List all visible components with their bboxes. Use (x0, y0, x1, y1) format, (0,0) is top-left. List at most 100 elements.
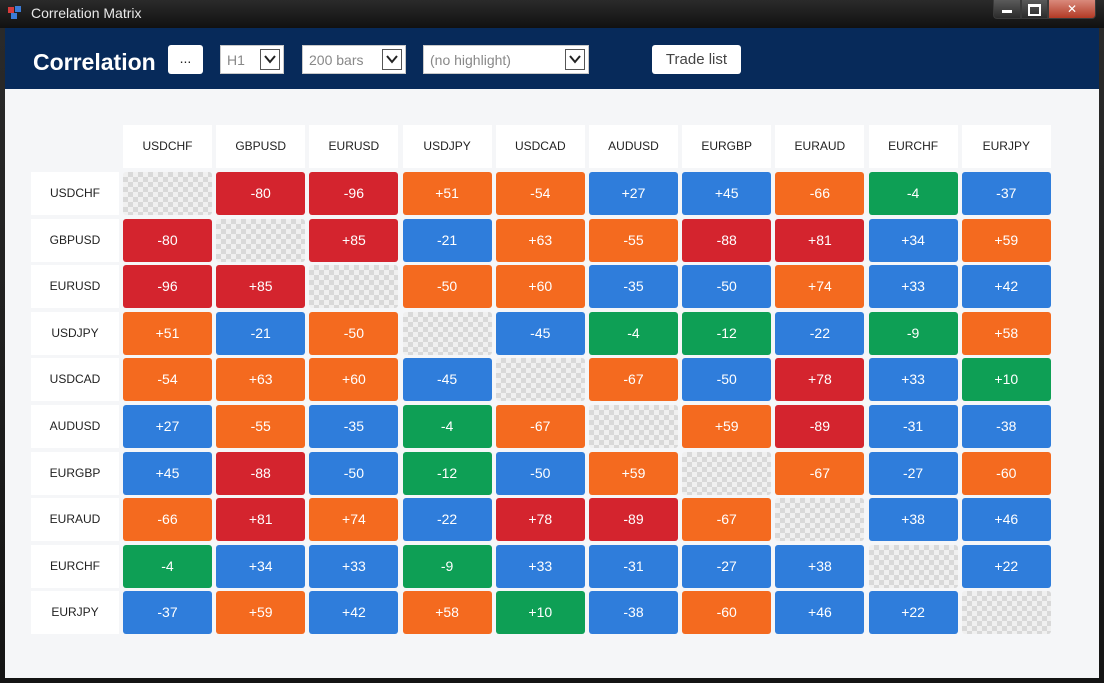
correlation-cell[interactable]: -66 (123, 498, 212, 542)
timeframe-select[interactable]: H1 (220, 45, 284, 74)
correlation-cell[interactable]: +22 (961, 544, 1051, 588)
correlation-cell[interactable]: +58 (402, 591, 492, 635)
correlation-cell[interactable]: -88 (216, 451, 306, 495)
maximize-button[interactable] (1021, 0, 1048, 19)
correlation-cell[interactable]: -27 (682, 544, 772, 588)
correlation-cell[interactable]: -66 (775, 172, 865, 215)
correlation-cell[interactable]: -67 (775, 451, 865, 495)
correlation-cell[interactable]: -60 (682, 591, 772, 635)
correlation-cell[interactable]: +34 (868, 218, 958, 262)
correlation-cell[interactable]: -50 (309, 311, 399, 355)
correlation-cell[interactable]: +78 (775, 358, 865, 402)
correlation-cell[interactable]: -50 (402, 265, 492, 309)
correlation-cell[interactable]: -21 (216, 311, 306, 355)
correlation-cell[interactable]: -45 (402, 358, 492, 402)
correlation-cell[interactable]: -31 (868, 405, 958, 448)
correlation-cell[interactable]: -50 (495, 451, 585, 495)
title-bar[interactable]: Correlation Matrix ✕ (0, 0, 1104, 28)
correlation-cell[interactable]: -4 (402, 405, 492, 448)
correlation-cell[interactable]: -12 (402, 451, 492, 495)
correlation-cell[interactable]: +42 (961, 265, 1051, 309)
correlation-cell[interactable]: -89 (589, 498, 678, 542)
correlation-cell[interactable]: +60 (495, 265, 585, 309)
correlation-cell[interactable]: +42 (309, 591, 399, 635)
correlation-cell[interactable]: +45 (123, 451, 212, 495)
correlation-cell[interactable]: +60 (309, 358, 399, 402)
correlation-cell[interactable]: +51 (402, 172, 492, 215)
correlation-cell[interactable]: -4 (589, 311, 678, 355)
correlation-cell[interactable]: -37 (123, 591, 212, 635)
correlation-cell[interactable]: -88 (682, 218, 772, 262)
correlation-cell[interactable]: -96 (309, 172, 399, 215)
correlation-cell[interactable]: +51 (123, 311, 212, 355)
correlation-cell[interactable]: -55 (216, 405, 306, 448)
correlation-cell[interactable]: -27 (868, 451, 958, 495)
correlation-cell[interactable]: -4 (123, 544, 212, 588)
correlation-cell[interactable]: +59 (682, 405, 772, 448)
correlation-cell[interactable]: +22 (868, 591, 958, 635)
correlation-cell[interactable]: +38 (868, 498, 958, 542)
correlation-cell[interactable]: +33 (495, 544, 585, 588)
correlation-cell[interactable]: -9 (868, 311, 958, 355)
correlation-cell[interactable]: +63 (495, 218, 585, 262)
correlation-cell[interactable]: -60 (961, 451, 1051, 495)
correlation-cell[interactable]: +85 (216, 265, 306, 309)
correlation-cell[interactable]: -67 (682, 498, 772, 542)
correlation-cell[interactable]: -38 (961, 405, 1051, 448)
correlation-cell[interactable]: -9 (402, 544, 492, 588)
correlation-cell[interactable]: +33 (868, 265, 958, 309)
correlation-cell[interactable]: +74 (775, 265, 865, 309)
correlation-cell[interactable]: +59 (961, 218, 1051, 262)
correlation-cell[interactable]: +34 (216, 544, 306, 588)
chevron-down-icon[interactable] (260, 49, 280, 70)
chevron-down-icon[interactable] (382, 49, 402, 70)
trade-list-button[interactable]: Trade list (652, 45, 741, 74)
correlation-cell[interactable]: +78 (495, 498, 585, 542)
correlation-cell[interactable]: -80 (216, 172, 306, 215)
correlation-cell[interactable]: +74 (309, 498, 399, 542)
correlation-cell[interactable]: -54 (123, 358, 212, 402)
correlation-cell[interactable]: +58 (961, 311, 1051, 355)
correlation-cell[interactable]: -35 (309, 405, 399, 448)
correlation-cell[interactable]: -50 (309, 451, 399, 495)
correlation-cell[interactable]: -12 (682, 311, 772, 355)
correlation-cell[interactable]: -31 (589, 544, 678, 588)
correlation-cell[interactable]: -96 (123, 265, 212, 309)
correlation-cell[interactable]: +10 (961, 358, 1051, 402)
correlation-cell[interactable]: -22 (775, 311, 865, 355)
correlation-cell[interactable]: -22 (402, 498, 492, 542)
correlation-cell[interactable]: -89 (775, 405, 865, 448)
bars-select[interactable]: 200 bars (302, 45, 406, 74)
correlation-cell[interactable]: -67 (495, 405, 585, 448)
correlation-cell[interactable]: +45 (682, 172, 772, 215)
correlation-cell[interactable]: +85 (309, 218, 399, 262)
correlation-cell[interactable]: -55 (589, 218, 678, 262)
correlation-cell[interactable]: -80 (123, 218, 212, 262)
more-options-button[interactable]: ... (168, 45, 203, 74)
correlation-cell[interactable]: +46 (775, 591, 865, 635)
correlation-cell[interactable]: +27 (589, 172, 678, 215)
correlation-cell[interactable]: -37 (961, 172, 1051, 215)
close-button[interactable]: ✕ (1048, 0, 1096, 19)
correlation-cell[interactable]: +81 (775, 218, 865, 262)
correlation-cell[interactable]: -35 (589, 265, 678, 309)
correlation-cell[interactable]: -4 (868, 172, 958, 215)
correlation-cell[interactable]: +63 (216, 358, 306, 402)
correlation-cell[interactable]: +59 (216, 591, 306, 635)
correlation-cell[interactable]: -54 (495, 172, 585, 215)
correlation-cell[interactable]: +10 (495, 591, 585, 635)
correlation-cell[interactable]: +81 (216, 498, 306, 542)
correlation-cell[interactable]: -50 (682, 358, 772, 402)
correlation-cell[interactable]: +33 (868, 358, 958, 402)
chevron-down-icon[interactable] (565, 49, 585, 70)
correlation-cell[interactable]: +27 (123, 405, 212, 448)
correlation-cell[interactable]: -21 (402, 218, 492, 262)
correlation-cell[interactable]: -45 (495, 311, 585, 355)
correlation-cell[interactable]: +46 (961, 498, 1051, 542)
correlation-cell[interactable]: +33 (309, 544, 399, 588)
correlation-cell[interactable]: -67 (589, 358, 678, 402)
correlation-cell[interactable]: -38 (589, 591, 678, 635)
correlation-cell[interactable]: +59 (589, 451, 678, 495)
correlation-cell[interactable]: +38 (775, 544, 865, 588)
correlation-cell[interactable]: -50 (682, 265, 772, 309)
